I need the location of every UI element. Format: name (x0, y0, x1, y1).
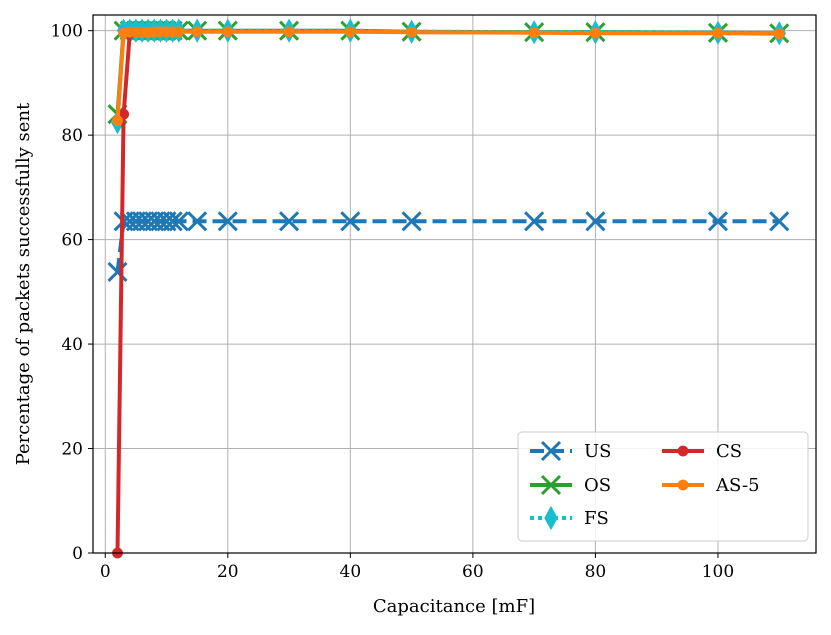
legend-marker-us (540, 440, 562, 462)
x-tick-label: 40 (340, 562, 362, 582)
marker-stroke (707, 211, 729, 232)
series-cs (112, 27, 136, 559)
y-tick-label: 0 (72, 544, 83, 564)
ticks: 0 20 40 60 80 100 0 20 40 60 80 100 (51, 22, 735, 582)
x-tick-label: 100 (702, 562, 734, 582)
data-point-as-5 (283, 26, 295, 38)
data-point-as-5 (222, 26, 234, 38)
data-point-us (217, 211, 238, 232)
y-axis-label: Percentage of packets successfully sent (13, 102, 34, 465)
legend-marker-cs (677, 445, 689, 457)
legend-item-as-5: AS-5 (662, 475, 760, 496)
data-point-as-5 (406, 26, 418, 38)
legend: US OS FS CS AS-5 (517, 431, 809, 542)
y-tick-label: 60 (61, 231, 83, 251)
x-tick-label: 20 (217, 562, 239, 582)
marker-stroke (585, 211, 606, 232)
legend-label-as-5: AS-5 (715, 475, 760, 496)
series-line-fs (115, 28, 780, 123)
legend-label-os: OS (584, 475, 611, 496)
legend-item-cs: CS (662, 441, 742, 462)
marker-stroke (401, 211, 422, 232)
data-point-us (524, 211, 545, 232)
legend-label-cs: CS (716, 441, 742, 462)
legend-marker-os (540, 474, 562, 496)
marker-stroke (168, 211, 189, 232)
marker-stroke (540, 474, 562, 496)
marker-stroke (340, 211, 361, 232)
series-line-os (115, 28, 780, 115)
data-point-us (187, 211, 208, 232)
data-point-us (769, 211, 790, 232)
marker-stroke (162, 211, 183, 232)
data-point-us (401, 211, 422, 232)
data-point-as-5 (590, 27, 601, 39)
series-line-as-5 (115, 29, 780, 121)
legend-item-fs: FS (530, 505, 609, 531)
data-point-us (279, 211, 300, 232)
legend-item-us: US (530, 440, 612, 462)
marker-stroke (217, 211, 238, 232)
plot-series (107, 18, 790, 559)
marker-stroke (769, 211, 790, 232)
y-tick-label: 80 (61, 126, 83, 146)
data-point-as-5 (191, 26, 203, 38)
x-tick-label: 0 (100, 562, 111, 582)
data-point-as-5 (344, 26, 356, 38)
data-point-as-5 (528, 27, 540, 39)
data-point-as-5 (773, 28, 785, 40)
marker-stroke (279, 211, 300, 232)
data-point-as-5 (712, 27, 724, 39)
x-tick-label: 60 (462, 562, 484, 582)
data-point-us (707, 211, 729, 232)
legend-label-fs: FS (584, 508, 609, 529)
marker-stroke (524, 211, 545, 232)
marker-stroke (540, 440, 562, 462)
y-tick-label: 100 (51, 22, 83, 42)
x-tick-label: 80 (585, 562, 607, 582)
series-os (107, 20, 790, 125)
y-tick-label: 20 (61, 440, 83, 460)
series-as-5 (112, 26, 785, 126)
legend-marker-fs (544, 505, 558, 531)
legend-marker-as-5 (677, 479, 689, 491)
data-point-as-5 (173, 26, 185, 38)
y-tick-label: 40 (61, 335, 83, 355)
series-fs (110, 18, 786, 135)
x-axis-label: Capacitance [mF] (373, 596, 535, 617)
data-point-us (340, 211, 361, 232)
legend-label-us: US (584, 441, 612, 462)
data-point-us (585, 211, 606, 232)
data-point-us (168, 211, 189, 232)
data-point-us (162, 211, 183, 232)
plot-frame (92, 14, 817, 554)
legend-item-os: OS (530, 474, 611, 496)
series-line-us (115, 219, 780, 273)
marker-stroke (187, 211, 208, 232)
marker-stroke (107, 261, 128, 283)
series-us (107, 211, 790, 283)
data-point-us (107, 261, 128, 283)
data-point-as-5 (112, 115, 123, 126)
